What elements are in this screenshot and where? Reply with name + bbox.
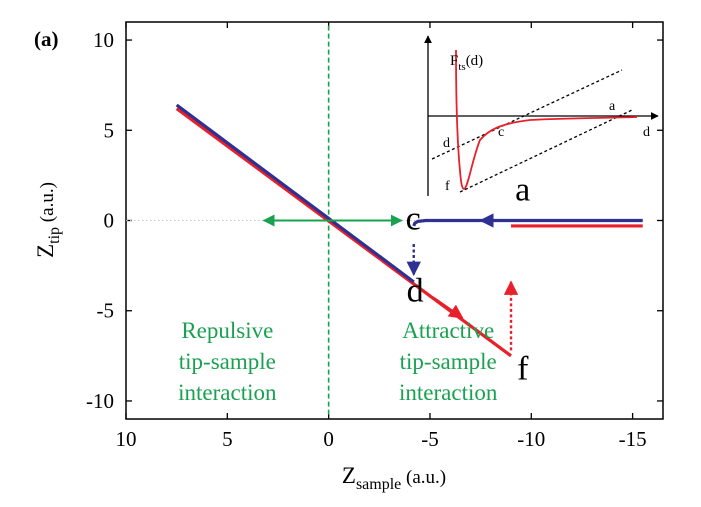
annotation-line: interaction xyxy=(178,380,277,405)
approach-direction-arrow xyxy=(433,297,464,319)
inset-tangent-line xyxy=(459,109,633,193)
inset-x-label: d xyxy=(643,125,650,140)
x-tick-label: 10 xyxy=(116,427,137,451)
y-tick-label: 10 xyxy=(93,28,114,52)
x-tick-label: -10 xyxy=(517,427,545,451)
point-label-f: f xyxy=(517,350,529,387)
force-curve-inset: Fts(d) d a c d f xyxy=(424,35,659,196)
y-tick-label: 0 xyxy=(104,209,115,233)
inset-label-d: d xyxy=(443,136,450,151)
x-tick-label: -5 xyxy=(421,427,439,451)
y-tick-label: 5 xyxy=(104,118,115,142)
y-tick-label: -5 xyxy=(97,299,115,323)
inset-tangent-line xyxy=(431,69,623,160)
axis-ticks: 10 5 0 -5 -10 -15 10 5 0 -5 -10 xyxy=(86,22,663,451)
x-tick-label: -15 xyxy=(619,427,647,451)
annotation-line: tip-sample xyxy=(400,349,497,374)
x-tick-label: 5 xyxy=(222,427,233,451)
inset-label-c: c xyxy=(498,125,504,140)
panel-label: (a) xyxy=(34,27,59,51)
inset-force-curve xyxy=(455,49,638,190)
point-label-a: a xyxy=(515,172,530,209)
y-tick-label: -10 xyxy=(86,389,114,413)
retract-curve xyxy=(175,103,415,284)
repulsive-annotation: Repulsive tip-sample interaction xyxy=(178,318,277,405)
annotation-line: Attractive xyxy=(402,318,494,343)
inset-label-a: a xyxy=(609,99,616,114)
x-tick-label: 0 xyxy=(323,427,334,451)
x-axis-title: Zsample (a.u.) xyxy=(342,463,446,493)
annotation-line: interaction xyxy=(399,380,498,405)
y-axis-title: Ztip (a.u.) xyxy=(33,182,63,258)
annotation-line: Repulsive xyxy=(181,318,273,343)
inset-title: Fts(d) xyxy=(450,53,483,73)
annotation-line: tip-sample xyxy=(179,349,276,374)
point-label-d: d xyxy=(407,273,424,310)
inset-label-f: f xyxy=(445,179,450,194)
attractive-annotation: Attractive tip-sample interaction xyxy=(399,318,498,405)
point-label-c: c xyxy=(406,201,421,238)
